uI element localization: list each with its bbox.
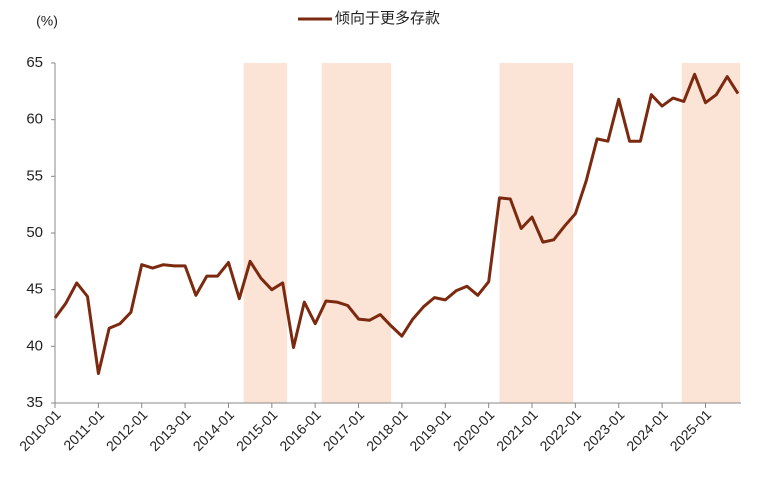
x-tick-label: 2022-01	[536, 406, 584, 454]
x-tick-label: 2011-01	[60, 406, 107, 453]
x-tick-label: 2014-01	[190, 406, 238, 454]
x-tick-label: 2024-01	[623, 406, 671, 454]
x-tick-label: 2019-01	[406, 406, 454, 454]
y-tick-label: 40	[26, 337, 43, 354]
x-tick-label: 2023-01	[580, 406, 628, 454]
x-tick-label: 2010-01	[16, 406, 64, 454]
shaded-region	[243, 63, 288, 403]
shaded-region	[499, 63, 574, 403]
x-tick-label: 2021-01	[493, 406, 541, 454]
x-tick-label: 2015-01	[233, 406, 281, 454]
y-tick-label: 45	[26, 281, 43, 298]
y-tick-label: 65	[26, 54, 43, 71]
x-tick-label: 2012-01	[103, 406, 151, 454]
x-tick-label: 2017-01	[320, 406, 368, 454]
legend-label: 倾向于更多存款	[335, 10, 440, 27]
shaded-region	[321, 63, 392, 403]
y-tick-label: 60	[26, 111, 43, 128]
x-tick-label: 2018-01	[363, 406, 411, 454]
y-axis-label: (%)	[36, 13, 58, 29]
shaded-region	[681, 63, 741, 403]
y-tick-label: 35	[26, 394, 43, 411]
y-tick-label: 55	[26, 167, 43, 184]
x-tick-label: 2013-01	[146, 406, 194, 454]
x-tick-label: 2025-01	[667, 406, 715, 454]
series-line	[53, 72, 740, 375]
x-tick-label: 2020-01	[450, 406, 498, 454]
y-tick-label: 50	[26, 224, 43, 241]
x-tick-label: 2016-01	[276, 406, 324, 454]
